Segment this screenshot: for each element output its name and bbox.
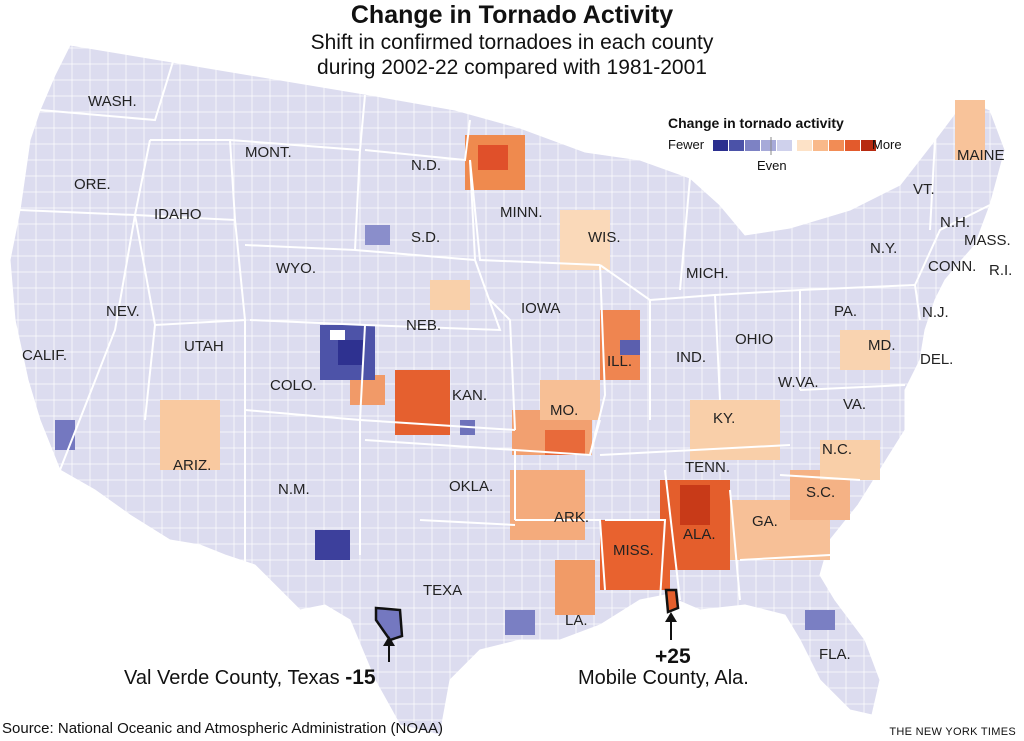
credit-line: THE NEW YORK TIMES <box>889 726 1016 738</box>
state-label: FLA. <box>819 646 851 663</box>
state-label: IDAHO <box>154 206 202 223</box>
state-label: OKLA. <box>449 478 493 495</box>
legend-even-label: Even <box>757 158 787 173</box>
state-label: MASS. <box>964 232 1011 249</box>
state-label: LA. <box>565 612 588 629</box>
legend-swatch <box>713 140 728 151</box>
state-label: MO. <box>550 402 578 419</box>
state-label: MAINE <box>957 147 1005 164</box>
state-label: N.H. <box>940 214 970 231</box>
mobile-value: +25 <box>655 645 691 668</box>
county-grid <box>10 45 1005 735</box>
legend-more-label: More <box>872 137 902 152</box>
more-activity-clusters <box>160 100 985 615</box>
state-label: WYO. <box>276 260 316 277</box>
legend-swatch <box>829 140 844 151</box>
state-label: OHIO <box>735 331 773 348</box>
state-label: N.M. <box>278 481 310 498</box>
state-label: COLO. <box>270 377 317 394</box>
state-label: N.J. <box>922 304 949 321</box>
mobile-county <box>664 588 680 614</box>
state-label: MICH. <box>686 265 729 282</box>
val-verde-county <box>374 606 404 642</box>
state-label: MINN. <box>500 204 543 221</box>
val-verde-value: -15 <box>345 666 376 689</box>
state-label: W.VA. <box>778 374 819 391</box>
legend-title: Change in tornado activity <box>668 115 844 131</box>
state-label: ORE. <box>74 176 111 193</box>
state-borders <box>19 54 991 601</box>
state-label: R.I. <box>989 262 1012 279</box>
fewer-activity-clusters <box>55 225 835 635</box>
state-label: ARIZ. <box>173 457 211 474</box>
legend-swatch <box>845 140 860 151</box>
state-label: WIS. <box>588 229 621 246</box>
state-label: GA. <box>752 513 778 530</box>
source-note: Source: National Oceanic and Atmospheric… <box>2 720 444 737</box>
val-verde-label: Val Verde County, Texas <box>124 667 340 689</box>
state-label: ALA. <box>683 526 716 543</box>
state-label: MD. <box>868 337 896 354</box>
callout-arrows <box>383 612 677 662</box>
state-label: N.C. <box>822 441 852 458</box>
state-label: VT. <box>913 181 935 198</box>
state-label: DEL. <box>920 351 953 368</box>
mobile-label: Mobile County, Ala. <box>578 667 749 689</box>
legend-swatch <box>861 140 876 151</box>
state-label: TEXA <box>423 582 462 599</box>
state-label: N.Y. <box>870 240 897 257</box>
chart-subtitle-line2: during 2002-22 compared with 1981-2001 <box>317 56 707 79</box>
legend-scale <box>713 140 876 151</box>
legend-swatch <box>729 140 744 151</box>
legend-fewer-label: Fewer <box>668 137 705 152</box>
legend-swatch <box>761 140 776 151</box>
state-label: IOWA <box>521 300 560 317</box>
legend-swatch <box>777 140 792 151</box>
state-label: VA. <box>843 396 866 413</box>
legend-swatch <box>745 140 760 151</box>
state-label: MONT. <box>245 144 292 161</box>
state-label: TENN. <box>685 459 730 476</box>
state-label: S.D. <box>411 229 440 246</box>
state-label: KY. <box>713 410 735 427</box>
state-labels: WASH. ORE. CALIF. IDAHO NEV. MONT. WYO. UTAH ARI… <box>22 93 1012 663</box>
chart-title: Change in Tornado Activity <box>350 1 674 29</box>
state-label: PA. <box>834 303 857 320</box>
state-label: MISS. <box>613 542 654 559</box>
state-label: WASH. <box>88 93 137 110</box>
state-label: NEV. <box>106 303 140 320</box>
chart-subtitle-line1: Shift in confirmed tornadoes in each cou… <box>310 31 714 54</box>
state-label: N.D. <box>411 157 441 174</box>
state-label: CONN. <box>928 258 976 275</box>
state-label: CALIF. <box>22 347 67 364</box>
val-verde-callout: Val Verde County, Texas -15 <box>124 666 376 690</box>
state-label: ARK. <box>554 509 589 526</box>
state-label: UTAH <box>184 338 224 355</box>
state-label: IND. <box>676 349 706 366</box>
legend-swatch <box>797 140 812 151</box>
state-label: KAN. <box>452 387 487 404</box>
state-label: ILL. <box>607 353 632 370</box>
legend-swatch <box>813 140 828 151</box>
state-label: S.C. <box>806 484 835 501</box>
state-label: NEB. <box>406 317 441 334</box>
